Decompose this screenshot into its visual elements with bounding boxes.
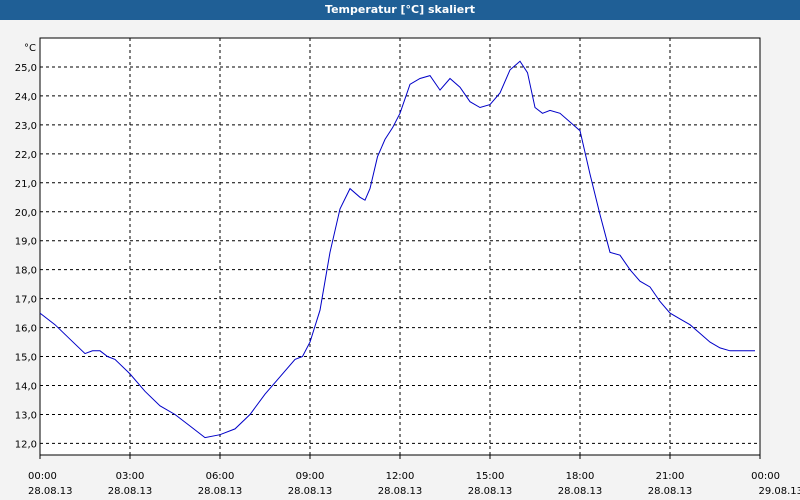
x-tick-date-label: 28.08.13 — [558, 486, 603, 497]
x-tick-date-label: 29.08.13 — [758, 486, 800, 497]
y-tick-label: 17,0 — [15, 295, 37, 306]
x-tick-date-label: 28.08.13 — [108, 486, 153, 497]
temperature-chart: 12,0 13,0 14,0 15,0 16,0 17,0 18,0 19,0 20,0 21,0… — [15, 37, 800, 497]
x-tick-time-label: 06:00 — [206, 471, 235, 482]
y-tick-label: 24,0 — [15, 92, 37, 103]
x-tick-time-label: 09:00 — [296, 471, 325, 482]
x-tick-date-label: 28.08.13 — [468, 486, 513, 497]
y-tick-label: 13,0 — [15, 410, 37, 421]
y-tick-label: 16,0 — [15, 324, 37, 335]
x-tick-date-label: 28.08.13 — [648, 486, 693, 497]
y-tick-label: 20,0 — [15, 208, 37, 219]
y-tick-label: 21,0 — [15, 179, 37, 190]
y-tick-label: 25,0 — [15, 63, 37, 74]
temperature-series-line — [39, 60, 755, 439]
y-tick-label: 14,0 — [15, 382, 37, 393]
x-tick-time-label: 00:00 — [751, 471, 780, 482]
x-tick-date-label: 28.08.13 — [378, 486, 423, 497]
x-tick-time-label: 18:00 — [566, 471, 595, 482]
y-tick-label: 15,0 — [15, 353, 37, 364]
y-tick-label: 19,0 — [15, 237, 37, 248]
y-axis-unit-label: °C — [24, 43, 36, 54]
x-tick-date-label: 28.08.13 — [28, 486, 73, 497]
y-tick-label: 22,0 — [15, 150, 37, 161]
x-tick-time-label: 21:00 — [656, 471, 685, 482]
x-tick-time-label: 15:00 — [476, 471, 505, 482]
y-tick-label: 18,0 — [15, 266, 37, 277]
x-tick-time-label: 00:00 — [28, 471, 57, 482]
y-tick-label: 12,0 — [15, 439, 37, 450]
x-tick-date-label: 28.08.13 — [198, 486, 243, 497]
x-tick-time-label: 12:00 — [386, 471, 415, 482]
window-title: Temperatur [°C] skaliert — [0, 0, 800, 20]
y-tick-label: 23,0 — [15, 121, 37, 132]
x-tick-date-label: 28.08.13 — [288, 486, 333, 497]
x-tick-time-label: 03:00 — [116, 471, 145, 482]
